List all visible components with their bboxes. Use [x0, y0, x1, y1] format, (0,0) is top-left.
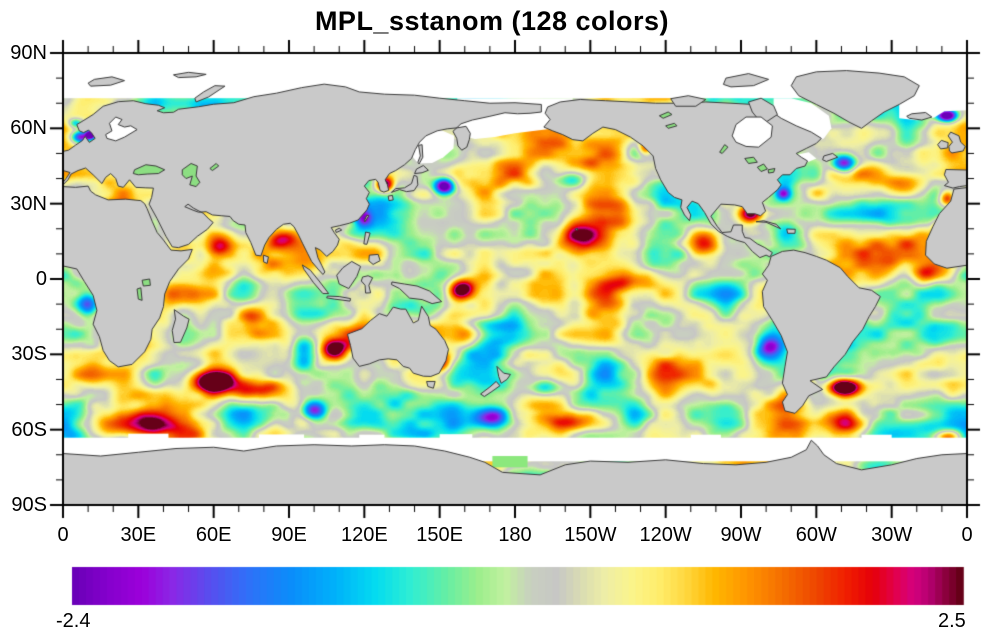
- y-tick-label: 90S: [11, 494, 47, 516]
- x-tick-label: 0: [961, 524, 973, 546]
- y-tick-label: 60N: [10, 117, 47, 140]
- x-tick-label: 30W: [871, 524, 913, 546]
- x-tick-label: 180: [498, 524, 532, 546]
- x-tick-label: 30E: [120, 524, 157, 546]
- y-tick-label: 60S: [11, 418, 47, 441]
- x-tick-label: 60W: [795, 524, 837, 546]
- y-tick-label: 30N: [10, 192, 47, 215]
- colorbar-min-label: -2.4: [56, 610, 91, 632]
- x-tick-label: 0: [57, 524, 69, 546]
- plot-title: MPL_sstanom (128 colors): [314, 6, 670, 36]
- x-tick-label: 150E: [416, 524, 464, 546]
- x-tick-label: 90W: [720, 524, 762, 546]
- x-tick-label: 150W: [564, 524, 617, 546]
- colorbar-max-label: 2.5: [938, 610, 966, 632]
- x-tick-label: 60E: [195, 524, 232, 546]
- y-tick-label: 0: [35, 268, 47, 290]
- x-tick-label: 90E: [271, 524, 307, 546]
- x-tick-label: 120E: [340, 524, 388, 546]
- y-tick-label: 90N: [10, 42, 47, 64]
- y-tick-label: 30S: [11, 343, 47, 366]
- x-tick-label: 120W: [639, 524, 692, 546]
